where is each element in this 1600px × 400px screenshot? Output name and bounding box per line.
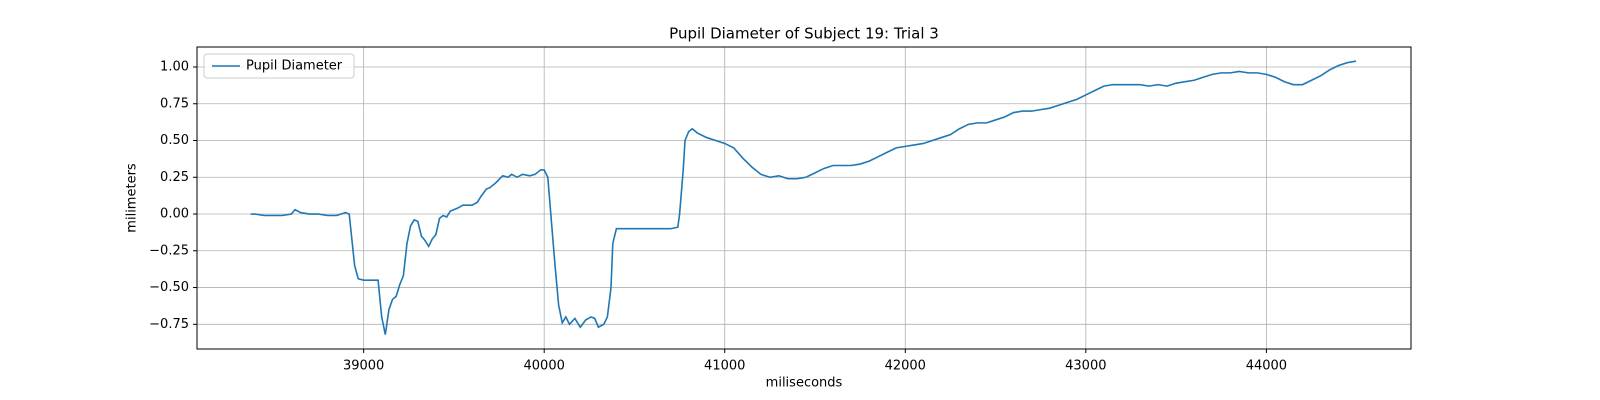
data-line <box>250 60 1357 335</box>
x-tick-label: 44000 <box>1246 359 1287 374</box>
legend-box <box>203 53 355 79</box>
y-tick-label: 0.75 <box>160 96 189 111</box>
y-tick-label: −0.50 <box>149 280 189 295</box>
x-tick-label: 43000 <box>1065 359 1106 374</box>
y-tick-label: −0.75 <box>149 317 189 332</box>
x-tick-label: 41000 <box>704 359 745 374</box>
x-tick-label: 42000 <box>885 359 926 374</box>
x-tick-label: 40000 <box>524 359 565 374</box>
y-axis-label: milimeters <box>125 163 140 233</box>
x-tick-label: 39000 <box>343 359 384 374</box>
y-tick-label: 0.00 <box>160 207 189 222</box>
chart-title: Pupil Diameter of Subject 19: Trial 3 <box>669 25 939 43</box>
y-tick-label: 0.50 <box>160 133 189 148</box>
y-tick-label: 0.25 <box>160 170 189 185</box>
y-tick-label: −0.25 <box>149 243 189 258</box>
plot-frame <box>196 46 1412 350</box>
x-axis-label: miliseconds <box>766 376 843 391</box>
legend-label: Pupil Diameter <box>246 59 343 74</box>
y-tick-label: 1.00 <box>160 59 189 74</box>
